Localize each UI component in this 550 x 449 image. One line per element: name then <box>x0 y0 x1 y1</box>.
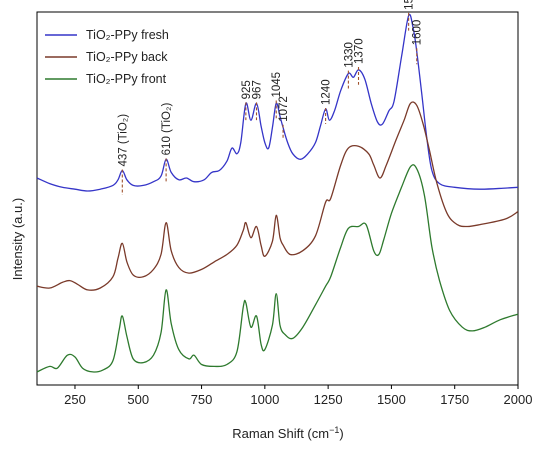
x-tick-label: 2000 <box>504 392 533 407</box>
series-line <box>36 101 519 291</box>
peak-label: 1240 <box>321 79 333 105</box>
x-tick-label: 1250 <box>314 392 343 407</box>
peak-label: 1568 <box>404 0 416 10</box>
legend-label: TiO₂-PPy front <box>86 72 167 86</box>
y-axis-label: Intensity (a.u.) <box>10 198 25 280</box>
x-tick-label: 750 <box>191 392 213 407</box>
peak-label: 1600 <box>412 20 424 46</box>
x-tick-label: 1500 <box>377 392 406 407</box>
x-axis-label: Raman Shift (cm−1) <box>232 425 343 441</box>
peak-label: 610 (TiO₂) <box>161 103 173 156</box>
peak-label: 437 (TiO₂) <box>117 114 129 167</box>
x-tick-label: 500 <box>127 392 149 407</box>
plot-area: 250 500 750 1000 1250 1500 1750 2000 437 (TiO₂) 6… <box>36 0 533 407</box>
x-tick-label: 1000 <box>250 392 279 407</box>
legend-label: TiO₂-PPy back <box>86 50 168 64</box>
legend-label: TiO₂-PPy fresh <box>86 28 169 42</box>
peak-label: 1370 <box>354 38 366 64</box>
peak-label: 1045 <box>271 72 283 98</box>
peak-label: 925 <box>241 80 253 99</box>
series-line <box>36 164 519 373</box>
x-tick-label: 250 <box>64 392 86 407</box>
plot-frame <box>36 11 519 386</box>
peak-label: 1330 <box>343 42 355 68</box>
peak-label: 967 <box>251 80 263 99</box>
peak-label: 1072 <box>278 96 290 122</box>
x-tick-label: 1750 <box>440 392 469 407</box>
